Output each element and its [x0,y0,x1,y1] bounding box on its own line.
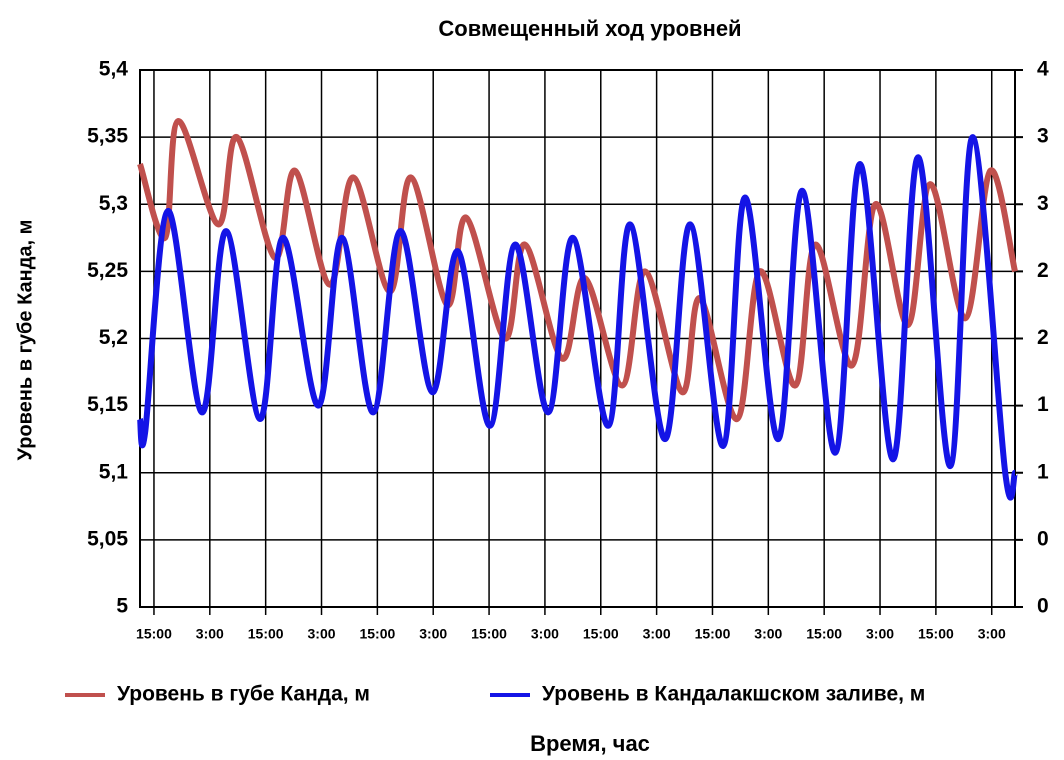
x-axis-title: Время, час [530,731,650,756]
x-tick-label: 3:00 [419,626,447,642]
legend-label: Уровень в Кандалакшском заливе, м [542,683,925,706]
x-tick-label: 15:00 [359,626,395,642]
plot-frame [139,69,1016,608]
series-line [137,134,1018,501]
x-tick-label: 3:00 [754,626,782,642]
x-tick-label: 15:00 [583,626,619,642]
x-tick-label: 3:00 [196,626,224,642]
y-tick-label: 5,3 [99,192,128,215]
chart-title: Совмещенный ход уровней [438,16,741,41]
y-tick-label: 5,15 [87,393,128,416]
x-tick-label: 15:00 [471,626,507,642]
y2-tick-label: 3 [1037,192,1049,215]
y2-tick-label: 0 [1037,527,1049,550]
x-tick-label: 15:00 [248,626,284,642]
x-tick-label: 3:00 [308,626,336,642]
y-tick-label: 5,4 [99,58,129,81]
y2-tick-label: 0 [1037,595,1049,618]
y2-tick-label: 4 [1037,58,1049,81]
x-tick-label: 3:00 [978,626,1006,642]
y2-tick-label: 2 [1037,326,1049,349]
x-tick-label: 15:00 [918,626,954,642]
x-tick-label: 3:00 [643,626,671,642]
y-tick-label: 5,25 [87,259,128,282]
y2-tick-label: 1 [1037,393,1049,416]
x-tick-label: 15:00 [806,626,842,642]
y-tick-label: 5,35 [87,125,128,148]
x-tick-label: 15:00 [695,626,731,642]
y-tick-label: 5,05 [87,527,128,550]
y-tick-label: 5,2 [99,326,128,349]
legend-label: Уровень в губе Канда, м [117,683,370,706]
x-tick-label: 3:00 [531,626,559,642]
y2-tick-label: 1 [1037,460,1049,483]
y-tick-label: 5,1 [99,460,129,483]
y2-tick-label: 3 [1037,125,1049,148]
y-tick-label: 5 [116,595,128,618]
y-axis-title: Уровень в губе Канда, м [14,220,36,461]
x-tick-label: 15:00 [136,626,172,642]
y2-tick-label: 2 [1037,259,1049,282]
x-tick-label: 3:00 [866,626,894,642]
